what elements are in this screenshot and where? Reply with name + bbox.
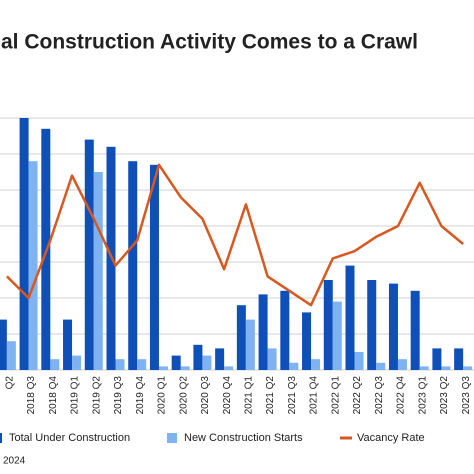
x-tick-label: 2022 Q3 [374, 376, 385, 415]
bar [345, 265, 355, 370]
bar [397, 359, 407, 370]
bar [84, 139, 94, 370]
x-tick-label: 2021 Q2 [265, 376, 276, 415]
bar [202, 355, 212, 370]
bar [193, 344, 203, 370]
bar [323, 280, 333, 370]
x-tick-label: 2023 Q3 [461, 376, 472, 415]
bar [388, 283, 398, 370]
x-tick-label: 2019 Q4 [135, 376, 146, 415]
bar [0, 319, 7, 370]
bar [63, 319, 73, 370]
x-tick-label: 2023 Q1 [417, 376, 428, 415]
x-tick-label: 2022 Q4 [396, 376, 407, 415]
legend-swatch [167, 433, 177, 443]
bar [354, 352, 364, 370]
bar [28, 161, 38, 370]
x-tick-label: 2022 Q1 [330, 376, 341, 415]
x-tick-label: 2020 Q3 [200, 376, 211, 415]
bar [367, 280, 377, 370]
bar [180, 366, 190, 370]
bar [432, 348, 442, 370]
x-tick-label: 2020 Q1 [157, 376, 168, 415]
bar [302, 312, 312, 370]
legend-label: Total Under Construction [9, 432, 130, 444]
bar [376, 362, 386, 370]
x-tick-label: 2019 Q1 [70, 376, 81, 415]
chart-title: al Construction Activity Comes to a Craw… [1, 31, 418, 54]
bar [463, 366, 473, 370]
bar [245, 319, 255, 370]
x-tick-label: 2019 Q3 [113, 376, 124, 415]
bar [441, 366, 451, 370]
x-tick-label: 2020 Q4 [222, 376, 233, 415]
legend-swatch [0, 433, 2, 443]
bar [289, 362, 299, 370]
x-tick-label: 2018 Q3 [26, 376, 37, 415]
bar [215, 348, 225, 370]
x-tick-label: 2021 Q3 [287, 376, 298, 415]
bar [454, 348, 464, 370]
legend-label: New Construction Starts [184, 432, 303, 444]
bar [149, 164, 159, 370]
x-tick-label: 2020 Q2 [178, 376, 189, 415]
x-tick-label: 2021 Q1 [244, 376, 255, 415]
bar [72, 355, 82, 370]
bar [267, 348, 277, 370]
bar [158, 366, 168, 370]
bar [311, 359, 321, 370]
bar [93, 172, 103, 370]
bar [410, 290, 420, 370]
x-tick-label: Q2 [5, 376, 16, 390]
bar [224, 366, 234, 370]
x-tick-label: 2018 Q4 [48, 376, 59, 415]
source-note: 2024 [3, 456, 26, 467]
bar [332, 301, 342, 370]
bar [280, 290, 290, 370]
line [6, 163, 464, 307]
x-tick-label: 2022 Q2 [352, 376, 363, 415]
bar [171, 355, 181, 370]
bar [115, 359, 125, 370]
bar [258, 294, 268, 370]
bar [128, 161, 138, 370]
legend-label: Vacancy Rate [357, 432, 425, 444]
x-tick-label: 2021 Q4 [309, 376, 320, 415]
bar [419, 366, 429, 370]
bar [19, 118, 29, 370]
x-tick-label: 2023 Q2 [439, 376, 450, 415]
x-tick-label: 2019 Q2 [91, 376, 102, 415]
bar [6, 341, 16, 370]
bar [50, 359, 60, 370]
bar [236, 305, 246, 370]
bar [137, 359, 147, 370]
